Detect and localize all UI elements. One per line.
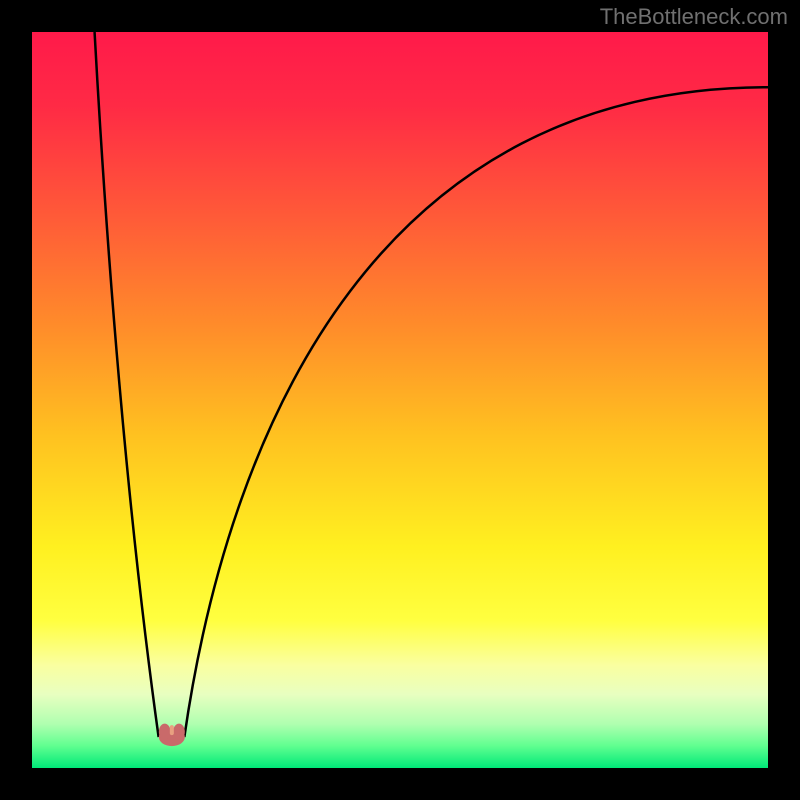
chart-background (32, 32, 768, 768)
watermark-text: TheBottleneck.com (600, 4, 788, 30)
valley-marker (159, 724, 185, 747)
chart-container: TheBottleneck.com (0, 0, 800, 800)
bottleneck-chart (0, 0, 800, 800)
